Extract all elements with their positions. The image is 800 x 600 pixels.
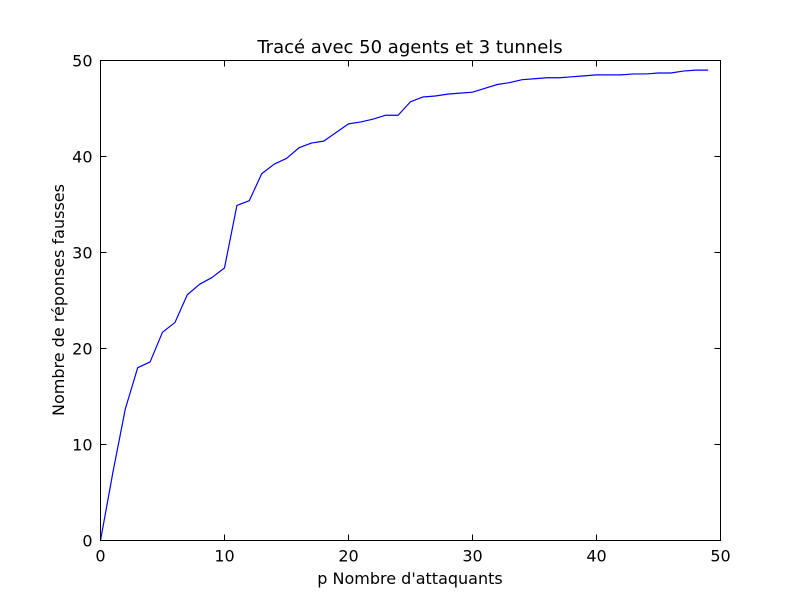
y-tick-label: 0	[82, 532, 92, 551]
x-tick-label: 10	[214, 547, 234, 566]
plot-frame	[100, 60, 721, 541]
chart-title: Tracé avec 50 agents et 3 tunnels	[256, 37, 562, 58]
x-tick-label: 50	[710, 547, 730, 566]
y-tick-label: 20	[72, 340, 92, 359]
y-tick-label: 30	[72, 244, 92, 263]
x-tick-label: 0	[95, 547, 105, 566]
y-tick-label: 10	[72, 436, 92, 455]
x-tick-label: 20	[338, 547, 358, 566]
y-tick-label: 40	[72, 148, 92, 167]
x-tick-label: 30	[462, 547, 482, 566]
y-tick-label: 50	[72, 52, 92, 71]
y-axis-label: Nombre de réponses fausses	[49, 184, 68, 416]
axis-ticks: 0 10 20 30 40 50 0 10 20 30 40 50	[72, 52, 731, 566]
series-layer	[99, 69, 709, 541]
x-tick-label: 40	[586, 547, 606, 566]
series-line-0	[99, 69, 709, 541]
x-axis-label: p Nombre d'attaquants	[317, 569, 502, 588]
